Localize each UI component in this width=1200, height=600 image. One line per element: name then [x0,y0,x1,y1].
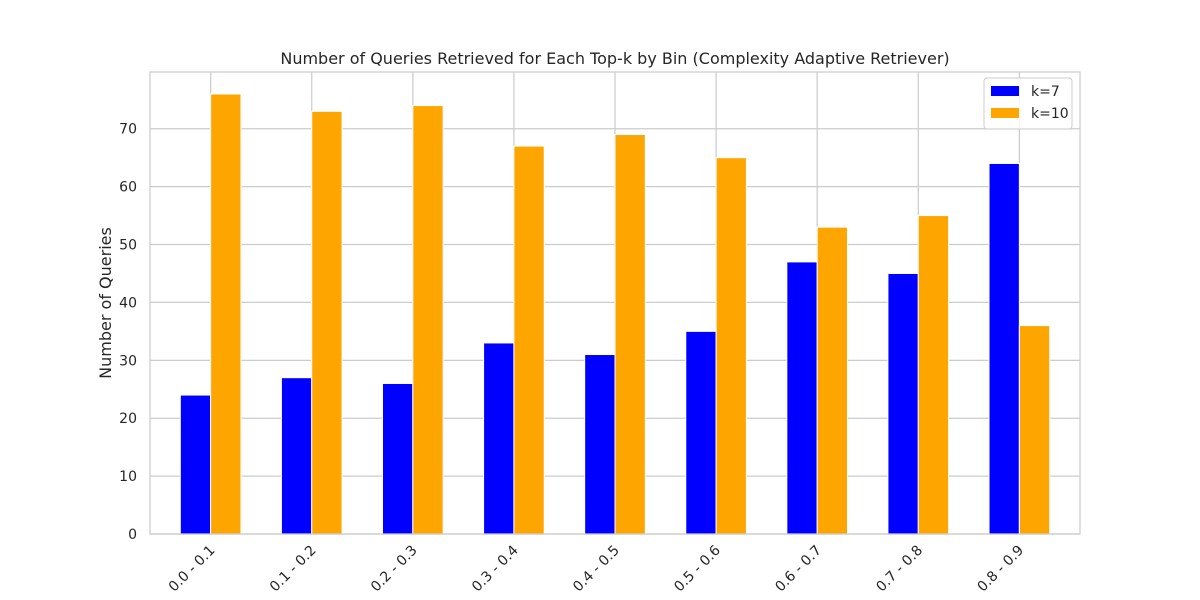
bar-k10 [311,110,343,535]
y-tick-label: 10 [119,469,137,485]
legend: k=7 k=10 [983,77,1073,130]
bar-k7 [483,342,515,535]
bar-k7 [584,354,616,535]
legend-label-k10: k=10 [1031,106,1069,122]
legend-swatch-k7 [991,86,1019,96]
bar-k10 [412,105,444,535]
y-tick-label: 20 [119,411,137,427]
y-tick-label: 40 [119,295,137,311]
bar-k7 [988,162,1020,535]
bar-k7 [887,272,919,535]
plot-frame [149,71,1081,535]
legend-swatch-k10 [991,108,1019,118]
bar-k7 [179,394,212,535]
bar-k10 [614,134,646,535]
bar-k7 [685,330,717,535]
y-tick-label: 30 [119,353,137,369]
legend-label-k7: k=7 [1031,84,1060,100]
bar-k10 [1018,325,1051,535]
chart-title: Number of Queries Retrieved for Each Top… [280,49,949,68]
y-tick-label: 50 [119,238,137,254]
bars [179,93,1051,535]
y-axis-title: Number of Queries [96,227,115,379]
bar-k7 [382,382,414,535]
y-tick-label: 70 [119,122,137,138]
bar-k10 [917,215,950,535]
bar-k7 [280,377,313,535]
bar-k10 [816,226,848,535]
bar-k10 [210,93,242,535]
bar-k7 [786,261,818,535]
y-tick-labels: 0 10 20 30 40 50 60 70 [119,122,137,543]
bar-k10 [715,157,747,535]
bar-k10 [513,145,545,535]
y-tick-label: 0 [128,527,137,543]
y-tick-label: 60 [119,180,137,196]
